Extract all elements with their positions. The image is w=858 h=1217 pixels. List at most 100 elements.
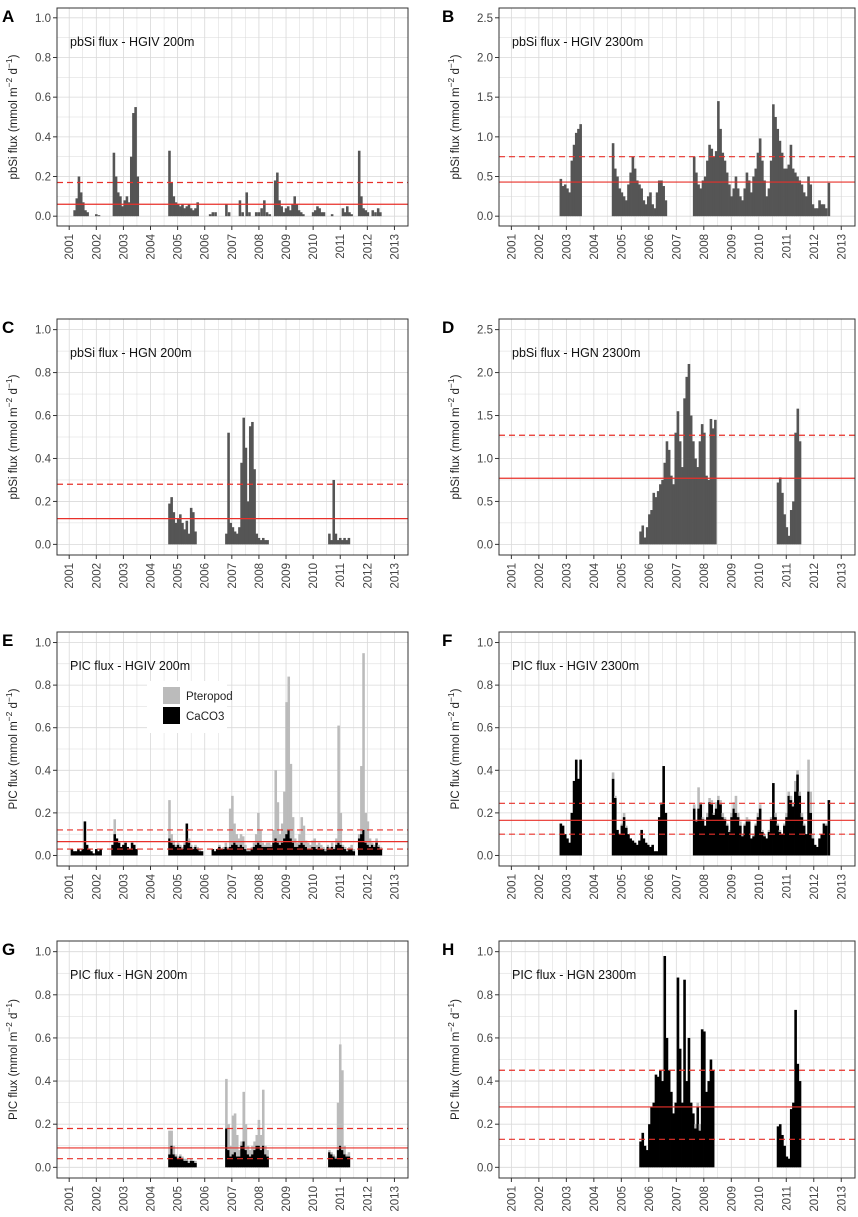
bar-caco3 (220, 849, 223, 856)
bar-pteropod (798, 791, 802, 796)
plot-frame (498, 7, 856, 227)
bar (214, 212, 217, 217)
y-tick-label: 0.6 (35, 1033, 51, 1045)
x-tick-label: 2002 (91, 874, 103, 900)
bar-pteropod (710, 800, 714, 805)
x-tick-label: 2011 (781, 874, 793, 899)
bar-caco3 (168, 1154, 171, 1168)
x-tick-label: 2010 (308, 234, 320, 260)
bar-caco3 (651, 844, 654, 856)
bar (284, 208, 288, 217)
bar (725, 172, 729, 217)
bar-pteropod (343, 846, 347, 850)
bar-pteropod (235, 834, 238, 845)
x-tick-label: 2003 (561, 234, 573, 260)
bar (785, 527, 789, 545)
x-tick-label: 2007 (227, 563, 239, 589)
bar-caco3 (242, 1141, 246, 1168)
x-tick-label: 2006 (644, 563, 656, 589)
bar (714, 419, 717, 545)
bar (816, 208, 819, 217)
bar (618, 188, 621, 217)
bar-pteropod (244, 1124, 248, 1151)
bar-pteropod (341, 1070, 344, 1151)
panels: 0.0 0.2 0.4 0.6 0.8 1.0 2001 2002 2003 2004 2005 20… (2, 7, 856, 1212)
bar (783, 514, 786, 545)
x-tick-label: 2005 (616, 1186, 628, 1212)
bar (792, 501, 795, 545)
bar (170, 497, 173, 545)
bar-pteropod (113, 819, 117, 835)
y-axis-label-part: PIC flux (mmol m (8, 1032, 20, 1120)
bar-caco3 (820, 834, 824, 856)
bar-pteropod (176, 1156, 180, 1159)
bar-pteropod (240, 1141, 243, 1146)
bar-caco3 (654, 1074, 658, 1168)
x-tick-label: 2001 (506, 234, 518, 260)
x-tick-label: 2008 (699, 234, 711, 260)
bar (181, 204, 184, 217)
y-tick-label: 2.0 (477, 368, 493, 380)
bar-pteropod (261, 842, 265, 847)
bar (699, 188, 703, 217)
bar (189, 208, 193, 217)
bar-caco3 (687, 1037, 691, 1168)
bar (700, 424, 704, 545)
bar-caco3 (228, 846, 232, 856)
bar-caco3 (309, 849, 312, 856)
panel-f: 0.0 0.2 0.4 0.6 0.8 1.0 2001 2002 2003 2004 2005 20… (442, 631, 856, 900)
bar-caco3 (754, 825, 758, 856)
bar-caco3 (818, 838, 821, 856)
y-axis-label: PIC flux (mmol m−2 d−1) (446, 999, 462, 1120)
x-tick-label: 2008 (699, 563, 711, 589)
bar (789, 510, 793, 545)
bar-pteropod (276, 802, 280, 843)
bar-caco3 (192, 1160, 195, 1168)
bar (802, 192, 806, 217)
bar-caco3 (798, 795, 802, 856)
bar-caco3 (364, 842, 368, 856)
bar-caco3 (681, 1102, 684, 1168)
bar-pteropod (368, 838, 372, 847)
bar-caco3 (74, 851, 78, 856)
bar-caco3 (800, 817, 804, 856)
bar (648, 514, 651, 545)
bar-caco3 (778, 1124, 782, 1168)
x-tick-label: 2007 (227, 874, 239, 900)
bar-caco3 (772, 783, 775, 856)
y-axis-label-part: −1 (446, 1003, 456, 1013)
x-tick-label: 2013 (389, 234, 401, 260)
bar-caco3 (339, 844, 343, 856)
bar (646, 196, 650, 217)
bar-pteropod (339, 812, 343, 845)
bar-caco3 (577, 778, 580, 856)
x-tick-label: 2001 (64, 874, 76, 900)
bar-caco3 (259, 844, 262, 856)
x-tick-label: 2004 (589, 873, 601, 899)
bar (357, 150, 361, 217)
bar (75, 198, 79, 217)
x-tick-label: 2009 (726, 234, 738, 260)
x-tick-label: 2011 (781, 1186, 793, 1211)
y-tick-label: 0.0 (35, 850, 51, 862)
x-tick-label: 2009 (726, 874, 738, 900)
bar (248, 426, 252, 545)
bar (362, 208, 365, 217)
bar-pteropod (315, 844, 319, 850)
bar-caco3 (730, 817, 733, 856)
bar (689, 415, 693, 545)
bar-caco3 (338, 1145, 342, 1168)
bar-caco3 (252, 846, 256, 856)
bar (787, 535, 791, 545)
panel-title: pbSi flux - HGN 200m (70, 346, 192, 360)
bar-pteropod (348, 846, 351, 850)
bar-caco3 (92, 853, 95, 856)
bar-pteropod (701, 817, 705, 820)
bar (347, 537, 351, 545)
bar (741, 200, 744, 217)
bar-caco3 (115, 838, 119, 856)
bar (194, 531, 197, 545)
bar-caco3 (670, 1091, 673, 1168)
bar-caco3 (631, 840, 635, 856)
bar-pteropod (250, 846, 254, 850)
